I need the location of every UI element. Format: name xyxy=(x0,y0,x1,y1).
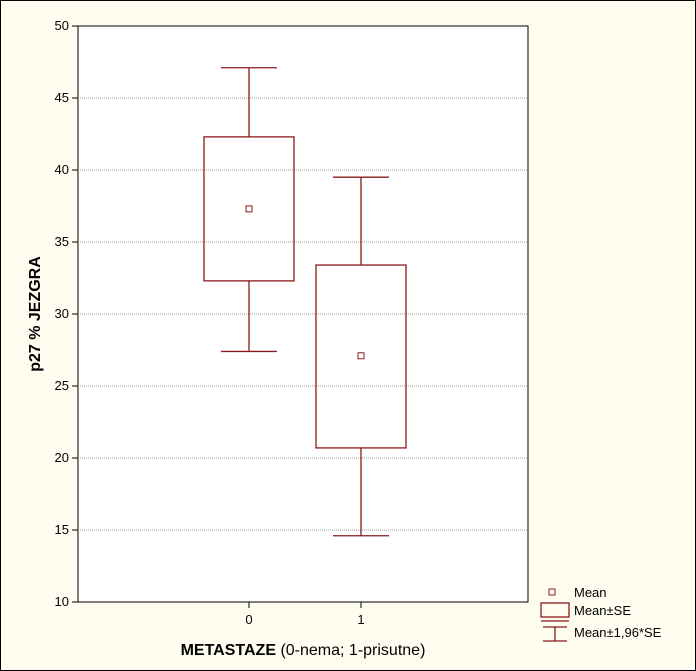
se-box xyxy=(315,264,407,449)
box-category-0 xyxy=(203,67,295,353)
y-axis-label: p27 % JEZGRA xyxy=(27,256,44,372)
x-tick-label: 0 xyxy=(245,612,252,627)
boxes xyxy=(203,67,407,537)
y-axis-ticks: 10 15 20 25 30 35 40 45 50 xyxy=(55,18,78,609)
x-tick-label: 1 xyxy=(357,612,364,627)
se-box xyxy=(203,136,295,282)
y-tick-label: 10 xyxy=(55,594,69,609)
legend-mean-se-symbol xyxy=(540,602,570,622)
y-tick-label: 40 xyxy=(55,162,69,177)
legend: Mean Mean±SE Mean±1,96*SE xyxy=(540,585,662,642)
mean-marker xyxy=(245,205,253,213)
y-tick-label: 35 xyxy=(55,234,69,249)
y-tick-label: 25 xyxy=(55,378,69,393)
legend-mean-marker xyxy=(548,588,556,596)
grid-lines xyxy=(78,97,528,531)
legend-ci-symbol xyxy=(543,626,567,642)
x-axis-label: METASTAZE (0-nema; 1-prisutne) xyxy=(181,642,426,659)
y-tick-label: 30 xyxy=(55,306,69,321)
y-tick-label: 20 xyxy=(55,450,69,465)
legend-mean-label: Mean xyxy=(574,585,607,600)
y-tick-label: 45 xyxy=(55,90,69,105)
y-tick-label: 50 xyxy=(55,18,69,33)
x-axis-label-bold: METASTAZE xyxy=(181,642,277,659)
box-category-1 xyxy=(315,176,407,537)
legend-mean-se-label: Mean±SE xyxy=(574,603,631,618)
x-axis-label-detail: (0-nema; 1-prisutne) xyxy=(276,642,425,659)
mean-marker xyxy=(357,352,365,360)
legend-mean-ci-label: Mean±1,96*SE xyxy=(574,625,662,640)
y-tick-label: 15 xyxy=(55,522,69,537)
